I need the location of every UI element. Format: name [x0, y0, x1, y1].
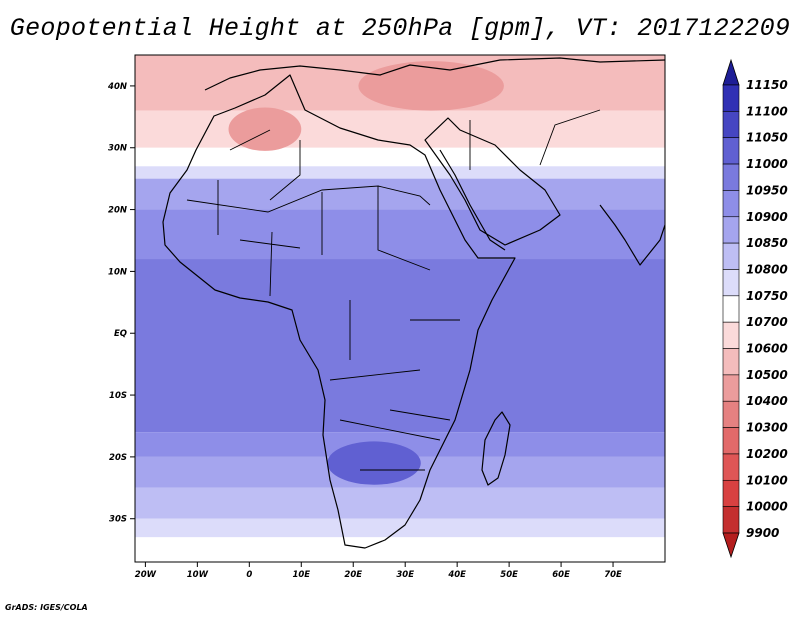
x-tick-label: 20E: [344, 570, 362, 580]
colorbar-bin: [722, 427, 740, 455]
height-field: [135, 55, 665, 562]
field-band-1: [135, 110, 665, 148]
colorbar-bin: [722, 506, 740, 534]
y-tick-label: EQ: [114, 329, 127, 339]
x-tick-label: 10W: [187, 570, 209, 580]
colorbar-label: 10900: [746, 210, 788, 224]
map-frame: [134, 54, 666, 563]
coastlines: [162, 57, 665, 549]
africa-coastline: [162, 74, 516, 549]
colorbar-bin: [722, 269, 740, 297]
field-feature-0: [327, 441, 421, 485]
colorbar-bin: [722, 400, 740, 428]
colorbar-arrow-bottom: [722, 532, 740, 559]
india-coastline: [599, 204, 665, 266]
y-tick-label: 10S: [109, 391, 127, 401]
colorbar-label: 9900: [746, 526, 779, 540]
field-band-5: [135, 209, 665, 260]
colorbar-bin: [722, 374, 740, 402]
field-band-2: [135, 147, 665, 167]
x-tick-label: 60E: [552, 570, 570, 580]
field-band-10: [135, 518, 665, 538]
colorbar-label: 10750: [746, 289, 788, 303]
colorbar-bin: [722, 111, 740, 139]
field-band-6: [135, 259, 665, 433]
colorbar-label: 11100: [746, 104, 788, 118]
x-axis: 20W 10W 0 10E 20E 30E 40E 50E 60E 70E: [135, 562, 622, 580]
field-band-11: [135, 537, 665, 562]
country-borders: [186, 109, 601, 471]
x-tick-label: 20W: [135, 570, 157, 580]
colorbar-bin: [722, 163, 740, 191]
colorbar-label: 11150: [746, 78, 788, 92]
y-tick-label: 40N: [107, 82, 127, 92]
colorbar-bin: [722, 453, 740, 481]
colorbar-label: 11000: [746, 157, 788, 171]
colorbar-label: 10400: [746, 394, 788, 408]
x-tick-label: 10E: [292, 570, 310, 580]
chart-title: Geopotential Height at 250hPa [gpm], VT:…: [9, 14, 791, 43]
colorbar-bin: [722, 190, 740, 218]
grads-credit: GrADS: IGES/COLA: [5, 603, 88, 612]
colorbar-bin: [722, 321, 740, 349]
colorbar-bin: [722, 242, 740, 270]
y-tick-label: 10N: [108, 267, 127, 277]
colorbar-label: 11050: [746, 131, 788, 145]
red-sea: [439, 149, 506, 251]
colorbar-label: 10100: [746, 473, 788, 487]
x-tick-label: 40E: [447, 570, 466, 580]
europe-coastline: [204, 57, 665, 91]
colorbar-label: 10850: [746, 236, 788, 250]
colorbar-bin: [722, 137, 740, 165]
y-tick-label: 20S: [109, 453, 127, 463]
colorbar-label: 10000: [746, 500, 788, 514]
colorbar-bin: [722, 216, 740, 244]
colorbar-label: 10700: [746, 315, 788, 329]
colorbar-bin: [722, 84, 740, 112]
colorbar-label: 10200: [746, 447, 788, 461]
x-tick-label: 30E: [396, 570, 414, 580]
field-feature-2: [358, 61, 504, 111]
y-axis: 40N 30N 20N 10N EQ 10S 20S 30S: [107, 82, 135, 525]
arabia-coastline: [424, 117, 561, 246]
colorbar-arrow-top: [722, 58, 740, 86]
y-tick-label: 30S: [109, 515, 127, 525]
colorbar-bin: [722, 295, 740, 323]
y-tick-label: 30N: [108, 144, 127, 154]
colorbar-bin: [722, 348, 740, 376]
x-tick-label: 0: [246, 570, 252, 580]
colorbar-label: 10950: [746, 183, 788, 197]
colorbar-label: 10300: [746, 421, 788, 435]
x-tick-label: 70E: [604, 570, 622, 580]
colorbar: 9900 10000 10100 10200 10300 10400 10500 10600 1…: [722, 58, 788, 559]
colorbar-label: 10800: [746, 262, 788, 276]
colorbar-bin: [722, 479, 740, 507]
x-tick-label: 50E: [500, 570, 518, 580]
border-lines: [186, 109, 601, 471]
y-tick-label: 20N: [108, 206, 127, 216]
colorbar-label: 10600: [746, 342, 788, 356]
field-band-3: [135, 166, 665, 179]
madagascar: [481, 411, 511, 486]
field-band-4: [135, 178, 665, 210]
field-feature-1: [228, 107, 302, 151]
field-band-9: [135, 487, 665, 519]
colorbar-label: 10500: [746, 368, 788, 382]
